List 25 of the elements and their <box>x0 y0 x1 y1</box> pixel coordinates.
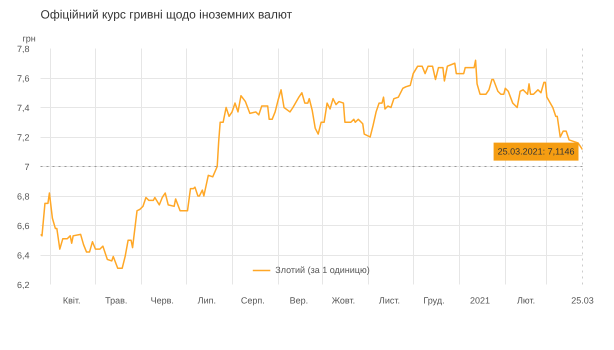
x-tick-label: Жовт. <box>332 296 356 306</box>
chart-title: Офіційний курс гривні щодо іноземних валют <box>40 8 293 22</box>
y-tick-label: 7,4 <box>16 103 30 113</box>
y-tick-label: 7,8 <box>16 44 30 54</box>
x-tick-label: 25.03 <box>571 296 594 306</box>
x-tick-label: Лют. <box>517 296 536 306</box>
x-tick-label: Вер. <box>290 296 308 306</box>
y-tick-label: 6,6 <box>16 221 30 231</box>
y-tick-label: 7,2 <box>16 132 30 142</box>
x-tick-label: Черв. <box>150 296 174 306</box>
y-tick-label: 7,6 <box>16 74 30 84</box>
x-tick-label: Серп. <box>240 296 265 306</box>
y-axis-title: грн <box>22 34 36 44</box>
x-tick-label: Лист. <box>378 296 400 306</box>
x-tick-label: Груд. <box>423 296 445 306</box>
y-tick-label: 6,8 <box>16 192 30 202</box>
x-tick-label: Квіт. <box>62 296 81 306</box>
legend-label: Злотий (за 1 одиницю) <box>275 265 370 275</box>
y-tick-label: 7 <box>24 162 30 172</box>
y-tick-label: 6,4 <box>16 250 30 260</box>
annotation: 25.03.2021: 7,1146 <box>498 146 574 157</box>
x-tick-label: Трав. <box>105 296 128 306</box>
x-tick-label: Лип. <box>198 296 216 306</box>
x-tick-label: 2021 <box>470 296 490 306</box>
y-tick-label: 6,2 <box>16 280 30 290</box>
